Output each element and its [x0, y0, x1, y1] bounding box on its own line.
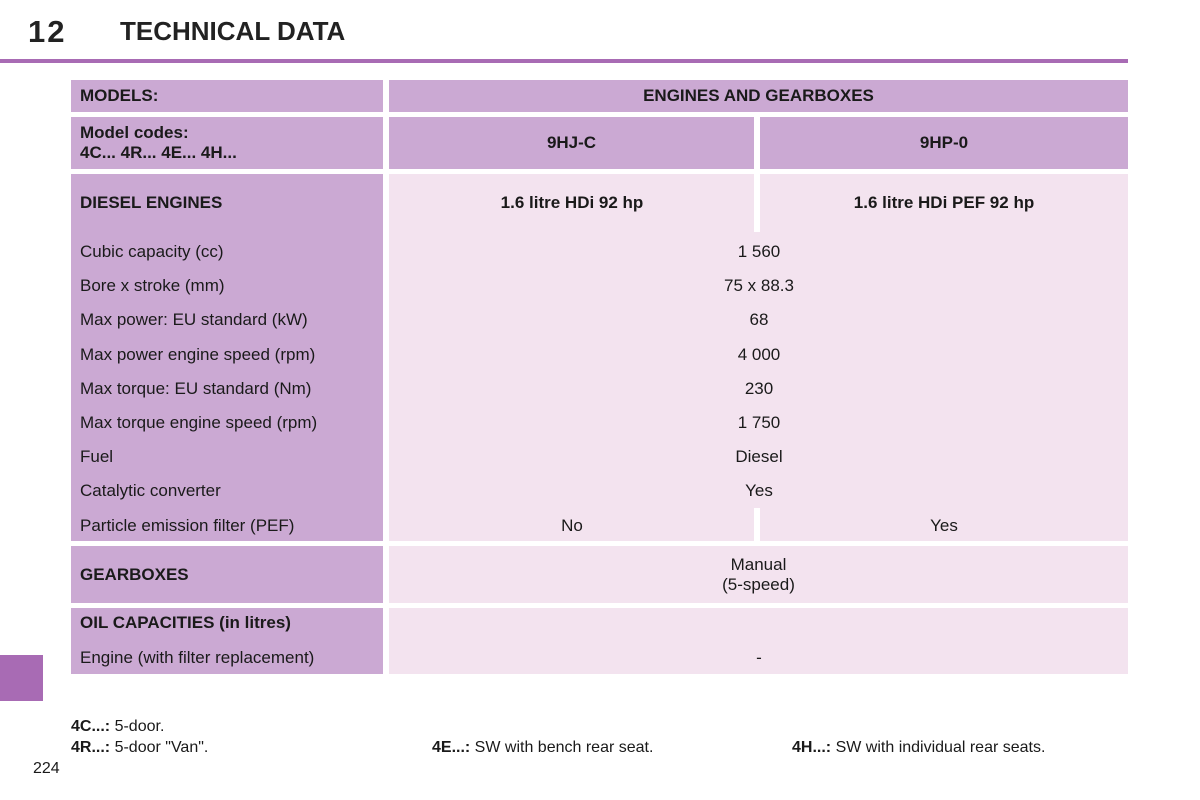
footnote-text: SW with individual rear seats. — [831, 739, 1046, 756]
spec-label-fuel: Fuel — [80, 447, 114, 466]
diesel-label-column — [71, 174, 383, 541]
gearboxes-label: GEARBOXES — [80, 564, 189, 584]
models-label: MODELS: — [80, 86, 159, 105]
engine-name-divider — [754, 174, 760, 232]
gearboxes-cell: GEARBOXES — [71, 546, 383, 603]
model-codes-label: Model codes: — [80, 123, 189, 142]
spec-label-cubic-capacity: Cubic capacity (cc) — [80, 242, 224, 261]
model-codes-cell: Model codes: 4C... 4R... 4E... 4H... — [71, 117, 383, 169]
footnote-4e: 4E...: SW with bench rear seat. — [432, 739, 653, 757]
footnote-code: 4C...: — [71, 718, 111, 735]
spec-value-pef-1: No — [561, 516, 583, 535]
footnote-code: 4H...: — [792, 739, 832, 756]
pef-divider — [754, 508, 760, 541]
oil-values-block — [389, 608, 1128, 674]
footnote-text: 5-door. — [110, 718, 165, 735]
spec-label-max-torque-speed: Max torque engine speed (rpm) — [80, 413, 318, 432]
spec-value-max-power-speed: 4 000 — [737, 345, 781, 364]
model-codes-values: 4C... 4R... 4E... 4H... — [80, 143, 237, 162]
models-header-cell: MODELS: — [71, 80, 383, 112]
spec-label-max-torque: Max torque: EU standard (Nm) — [80, 379, 312, 398]
engines-gearboxes-header-cell: ENGINES AND GEARBOXES — [389, 80, 1128, 112]
oil-engine-value: - — [756, 648, 762, 667]
gearboxes-value-cell: Manual (5-speed) — [389, 546, 1128, 603]
footnote-code: 4E...: — [432, 739, 471, 756]
chapter-number: 12 — [28, 14, 67, 49]
header-divider — [0, 59, 1128, 63]
spec-value-cubic-capacity: 1 560 — [737, 242, 781, 261]
spec-value-max-power: 68 — [749, 310, 769, 329]
spec-value-catalytic-converter: Yes — [745, 481, 773, 500]
gearbox-speeds: (5-speed) — [722, 574, 795, 594]
spec-value-pef-2: Yes — [930, 516, 958, 535]
engine-code-cell-1: 9HJ-C — [389, 117, 754, 169]
oil-capacities-label: OIL CAPACITIES (in litres) — [80, 613, 291, 632]
engine-name-1: 1.6 litre HDi 92 hp — [500, 193, 644, 212]
page-title: TECHNICAL DATA — [120, 16, 346, 46]
engine-code-2: 9HP-0 — [919, 133, 969, 152]
spec-value-bore-stroke: 75 x 88.3 — [724, 276, 794, 295]
spec-value-max-torque: 230 — [744, 379, 774, 398]
spec-label-max-power: Max power: EU standard (kW) — [80, 310, 308, 329]
chapter-tab-marker — [0, 655, 43, 701]
engine-code-cell-2: 9HP-0 — [760, 117, 1128, 169]
footnote-text: SW with bench rear seat. — [470, 739, 654, 756]
footnote-4r: 4R...: 5-door "Van". — [71, 739, 208, 757]
spec-value-fuel: Diesel — [735, 447, 783, 466]
engine-name-2: 1.6 litre HDi PEF 92 hp — [853, 193, 1035, 212]
footnote-4h: 4H...: SW with individual rear seats. — [792, 739, 1045, 757]
oil-engine-label: Engine (with filter replacement) — [80, 648, 315, 667]
gearbox-type: Manual — [730, 554, 787, 574]
spec-value-max-torque-speed: 1 750 — [737, 413, 781, 432]
footnote-4c: 4C...: 5-door. — [71, 718, 164, 736]
engine-code-1: 9HJ-C — [546, 133, 597, 152]
spec-label-pef: Particle emission filter (PEF) — [80, 516, 295, 535]
spec-label-catalytic-converter: Catalytic converter — [80, 481, 221, 500]
spec-label-max-power-speed: Max power engine speed (rpm) — [80, 345, 316, 364]
oil-label-column — [71, 608, 383, 674]
engines-gearboxes-label: ENGINES AND GEARBOXES — [643, 86, 874, 105]
spec-label-bore-stroke: Bore x stroke (mm) — [80, 276, 225, 295]
footnote-code: 4R...: — [71, 739, 111, 756]
diesel-engines-label: DIESEL ENGINES — [80, 193, 223, 212]
page-number: 224 — [33, 760, 60, 777]
footnote-text: 5-door "Van". — [110, 739, 209, 756]
diesel-values-block — [389, 174, 1128, 541]
